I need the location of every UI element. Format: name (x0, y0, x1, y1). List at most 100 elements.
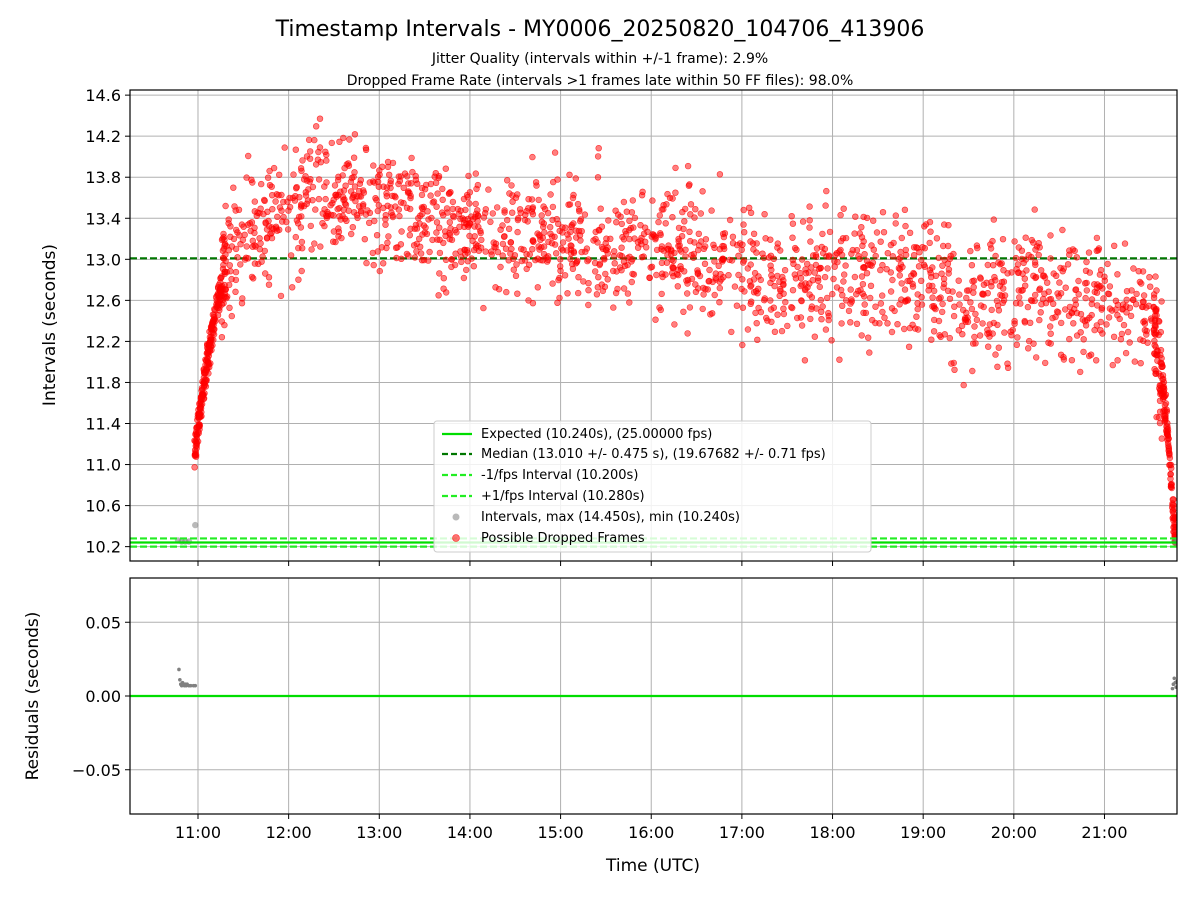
dropped-frame-point (910, 252, 918, 259)
x-tick-label: 13:00 (356, 823, 402, 842)
dropped-frame-point (376, 267, 383, 275)
dropped-frame-point (736, 240, 744, 247)
dropped-frame-point (747, 238, 754, 245)
dropped-frame-point (423, 230, 431, 238)
dropped-frame-point (567, 242, 574, 249)
dropped-frame-point (207, 336, 215, 343)
x-tick-label: 14:00 (447, 823, 493, 842)
dropped-frame-point (750, 230, 758, 238)
dropped-frame-point (626, 217, 633, 225)
dropped-frame-point (307, 148, 314, 155)
dropped-frame-point (370, 261, 377, 269)
dropped-frame-point (499, 252, 506, 259)
dropped-frame-point (1093, 322, 1101, 329)
dropped-frame-point (866, 349, 873, 356)
dropped-frame-point (735, 252, 742, 260)
dropped-frame-point (449, 198, 457, 206)
dropped-frame-point (1070, 320, 1077, 327)
dropped-frame-point (747, 261, 754, 268)
dropped-frame-point (842, 262, 849, 269)
dropped-frame-point (554, 299, 561, 306)
dropped-frame-point (999, 236, 1007, 243)
dropped-frame-point (1151, 331, 1159, 338)
dropped-frame-point (251, 208, 259, 215)
dropped-frame-point (1093, 234, 1101, 242)
dropped-frame-point (1146, 274, 1153, 281)
dropped-frame-point (839, 292, 846, 299)
dropped-frame-point (769, 275, 776, 282)
dropped-frame-point (609, 267, 617, 275)
dropped-frame-point (595, 145, 602, 152)
dropped-frame-point (1162, 400, 1170, 407)
dropped-frame-point (971, 323, 978, 330)
dropped-frame-point (433, 203, 440, 210)
dropped-frame-point (774, 311, 781, 318)
dropped-frame-point (941, 256, 948, 264)
dropped-frame-point (998, 279, 1006, 286)
dropped-frame-point (428, 214, 435, 222)
residual-point (177, 667, 181, 672)
dropped-frame-point (1106, 305, 1114, 312)
dropped-frame-point (917, 277, 925, 284)
dropped-frame-point (506, 190, 513, 197)
dropped-frame-point (995, 344, 1002, 351)
dropped-frame-point (370, 162, 377, 169)
dropped-frame-point (1013, 341, 1020, 348)
dropped-frame-point (226, 281, 233, 289)
dropped-frame-point (280, 213, 287, 221)
dropped-frame-point (261, 196, 268, 204)
dropped-frame-point (502, 245, 510, 252)
dropped-frame-point (270, 164, 278, 172)
dropped-frame-point (726, 216, 734, 224)
dropped-frame-point (512, 194, 520, 201)
dropped-frame-point (594, 239, 601, 246)
dropped-frame-point (1110, 242, 1118, 250)
dropped-frame-point (929, 264, 936, 271)
dropped-frame-point (1104, 260, 1111, 268)
dropped-frame-point (904, 297, 911, 304)
dropped-frame-point (840, 278, 847, 285)
dropped-frame-point (968, 262, 976, 269)
dropped-frame-point (440, 285, 447, 292)
dropped-frame-point (1080, 348, 1087, 356)
dropped-frame-point (383, 190, 390, 197)
dropped-frame-point (812, 261, 820, 269)
dropped-frame-point (1164, 436, 1171, 444)
dropped-frame-point (446, 219, 453, 226)
dropped-frame-point (1094, 281, 1101, 288)
dropped-frame-point (988, 283, 995, 290)
dropped-frame-point (1158, 298, 1165, 305)
dropped-frame-point (612, 289, 620, 297)
residuals-x-ticks: 11:00 12:00 13:00 14:00 15:00 16:00 17:00 18:00… (175, 814, 1128, 842)
dropped-frame-point (1060, 265, 1067, 272)
dropped-frame-point (448, 256, 455, 263)
intervals-y-tick-label: 10.6 (85, 497, 121, 516)
dropped-frame-point (1082, 294, 1089, 302)
dropped-frame-point (921, 245, 928, 252)
dropped-frame-point (823, 187, 830, 195)
dropped-frame-point (551, 241, 559, 248)
dropped-frame-point (343, 217, 350, 225)
dropped-frame-point (950, 312, 958, 320)
dropped-frame-point (701, 260, 709, 267)
dropped-frame-point (549, 203, 557, 211)
dropped-frame-point (682, 253, 689, 260)
dropped-frame-point (556, 227, 563, 235)
dropped-frame-point (505, 257, 512, 264)
dropped-frame-point (487, 218, 494, 226)
dropped-frame-point (400, 184, 407, 192)
dropped-frame-point (858, 332, 865, 339)
dropped-frame-point (416, 235, 423, 243)
dropped-frame-point (439, 185, 446, 193)
dropped-frame-point (382, 216, 389, 223)
dropped-frame-point (230, 184, 237, 191)
dropped-frame-point (324, 212, 331, 220)
dropped-frame-point (617, 213, 624, 220)
dropped-frame-point (853, 320, 861, 327)
dropped-frame-point (1047, 255, 1054, 262)
dropped-frame-point (457, 248, 464, 255)
dropped-frame-point (938, 270, 945, 277)
dropped-frame-point (863, 257, 871, 264)
dropped-frame-point (529, 153, 536, 161)
dropped-frame-point (1170, 496, 1177, 503)
